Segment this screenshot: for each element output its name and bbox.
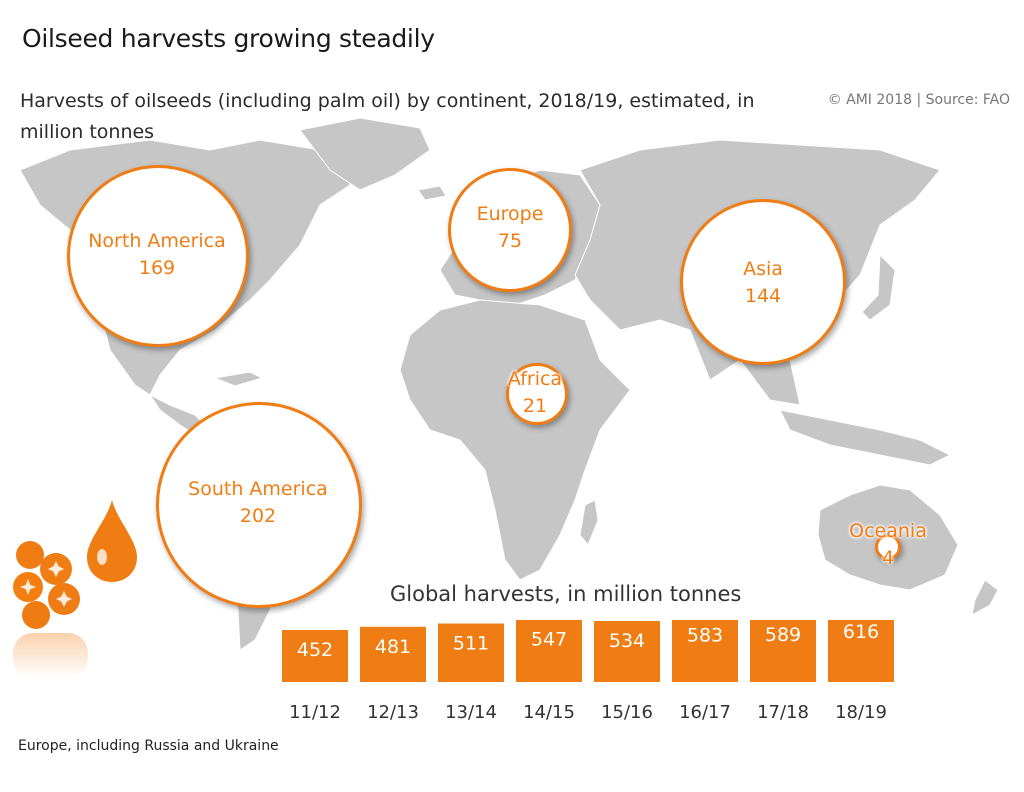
bar-value-label: 534 <box>609 630 645 652</box>
land-new-zealand <box>971 579 999 616</box>
bar-value-label: 547 <box>531 629 567 651</box>
continent-name: Europe <box>476 203 544 225</box>
bar <box>516 620 582 682</box>
continent-value: 169 <box>138 257 176 279</box>
bubble-oceania <box>875 534 901 560</box>
bar-value-label: 511 <box>453 633 489 655</box>
bar <box>360 626 426 682</box>
bubble-asia <box>680 199 846 365</box>
bar <box>594 621 660 682</box>
category-label: 18/19 <box>835 702 887 723</box>
bar <box>282 630 348 682</box>
continent-value: 144 <box>744 285 782 307</box>
label-north-america: North America 169 <box>37 228 277 282</box>
label-south-america: South America 202 <box>138 476 378 530</box>
bar-value-label: 589 <box>765 624 801 646</box>
land-greenland <box>299 117 431 191</box>
land-caribbean <box>213 371 264 387</box>
continent-name: Oceania <box>849 520 927 542</box>
bar <box>672 620 738 682</box>
page-title: Oilseed harvests growing steadily <box>22 24 435 53</box>
land-southeast-asia <box>779 409 952 466</box>
land-japan <box>861 253 896 321</box>
continent-name: Africa <box>507 368 563 390</box>
bubble-north-america <box>67 165 249 347</box>
bar <box>828 620 894 682</box>
continent-value: 21 <box>522 395 548 417</box>
label-asia: Asia 144 <box>643 256 883 310</box>
category-label: 11/12 <box>289 702 341 723</box>
chart-title: Global harvests, in million tonnes <box>390 582 742 606</box>
bar-value-label: 481 <box>375 636 411 658</box>
continent-value: 202 <box>239 505 277 527</box>
continent-value: 75 <box>497 230 523 252</box>
bubble-south-america <box>156 402 362 608</box>
bubble-africa <box>506 363 568 425</box>
bar <box>438 623 504 682</box>
footnote: Europe, including Russia and Ukraine <box>18 738 279 754</box>
land-madagascar <box>579 499 599 546</box>
category-label: 17/18 <box>757 702 809 723</box>
category-label: 12/13 <box>367 702 419 723</box>
bar-value-label: 583 <box>687 625 723 647</box>
bar-value-label: 452 <box>297 639 333 661</box>
bubble-europe <box>448 168 572 292</box>
continent-name: Asia <box>743 258 783 280</box>
continent-name: North America <box>88 230 226 252</box>
map-subtitle: Harvests of oilseeds (including palm oil… <box>20 90 755 143</box>
label-europe: Europe 75 <box>390 201 630 255</box>
category-label: 15/16 <box>601 702 653 723</box>
category-label: 13/14 <box>445 702 497 723</box>
flower-reflection <box>13 633 88 678</box>
flower-icon <box>13 541 80 629</box>
harvest-bar-chart: 452 11/12 481 12/13 511 13/14 547 14/15 534 15/16… <box>282 620 894 723</box>
bar-value-label: 616 <box>843 621 879 643</box>
label-oceania: Oceania 4 <box>768 518 1008 572</box>
label-africa: Africa 21 <box>415 366 655 420</box>
source-note: © AMI 2018 | Source: FAO <box>827 92 1010 108</box>
continent-name: South America <box>188 478 328 500</box>
bar <box>750 620 816 682</box>
oil-drop-icon <box>87 500 137 582</box>
land-iceland <box>417 185 447 201</box>
category-label: 16/17 <box>679 702 731 723</box>
flower-decoration <box>13 541 88 678</box>
land-africa <box>399 299 631 581</box>
category-label: 14/15 <box>523 702 575 723</box>
continent-value: 4 <box>881 547 895 569</box>
